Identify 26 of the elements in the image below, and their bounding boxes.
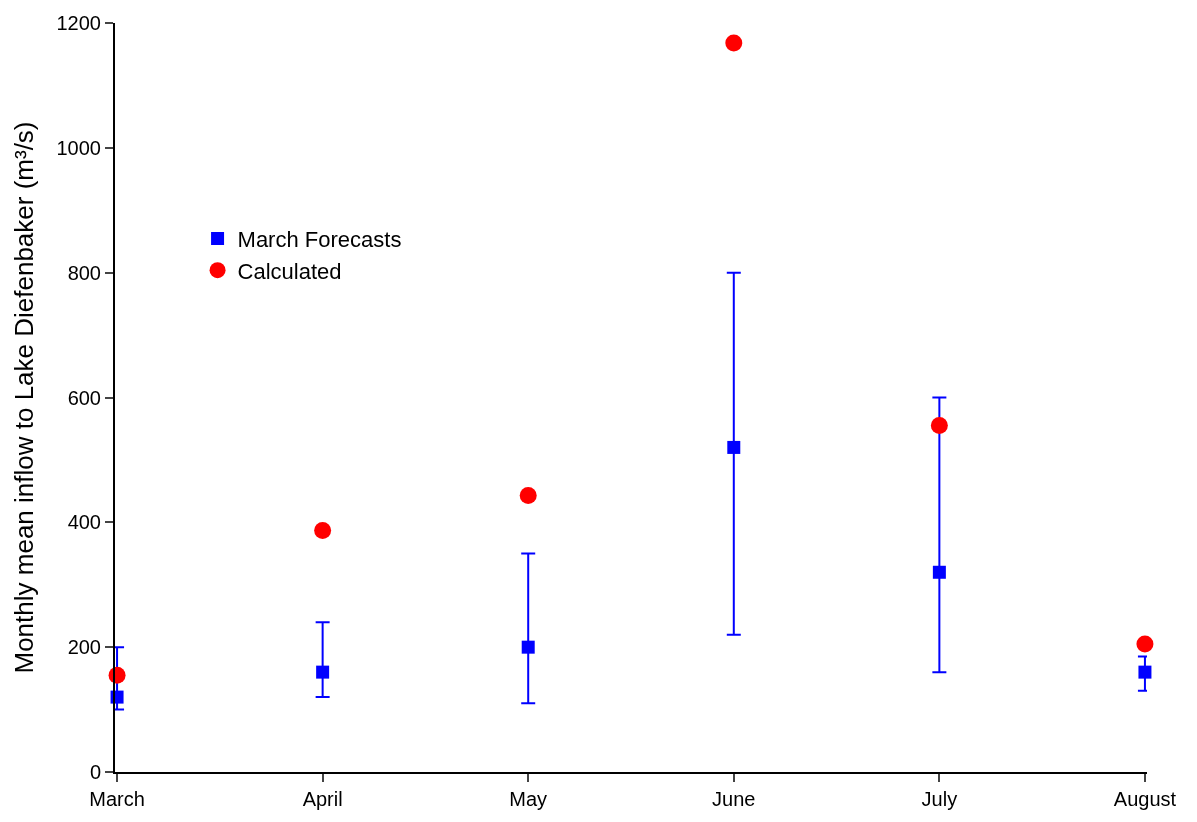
- legend-label: March Forecasts: [237, 227, 402, 253]
- point: [1138, 665, 1152, 679]
- point: [932, 565, 946, 579]
- x-tick-label: April: [302, 788, 343, 810]
- point: [930, 417, 948, 435]
- x-tick-label: March: [89, 788, 145, 810]
- y-tick-label: 0: [89, 761, 101, 783]
- y-axis-title: Monthly mean inflow to Lake Diefenbaker (m³/s): [9, 121, 40, 674]
- point: [521, 640, 535, 654]
- legend-label: Calculated: [237, 258, 342, 284]
- point: [1136, 635, 1154, 653]
- y-tick-label: 400: [67, 511, 101, 534]
- y-tick-label: 600: [67, 386, 101, 409]
- x-tick-label: August: [1113, 788, 1177, 810]
- x-tick-label: June: [712, 788, 756, 810]
- y-tick-label: 200: [67, 636, 101, 659]
- point: [316, 665, 330, 679]
- y-tick-label: 1000: [56, 136, 101, 159]
- y-tick-label: 800: [67, 261, 101, 284]
- x-tick-label: July: [921, 788, 958, 810]
- y-tick-label: 1200: [56, 12, 101, 34]
- x-tick-label: May: [509, 788, 548, 810]
- point: [519, 486, 537, 504]
- point: [314, 521, 332, 539]
- point: [727, 440, 741, 454]
- point: [725, 34, 743, 52]
